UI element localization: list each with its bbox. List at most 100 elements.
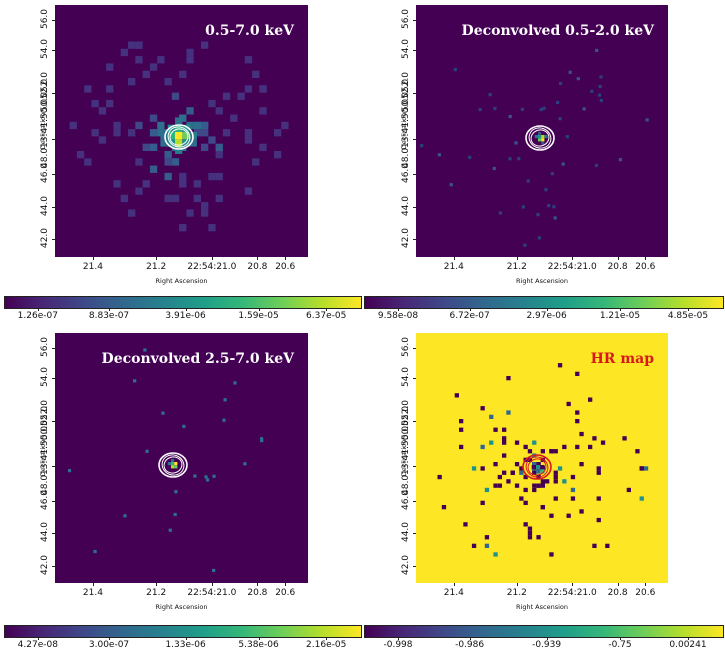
pixel: [493, 552, 498, 557]
y-tick-mark: [52, 420, 55, 422]
pixel-map: [67, 348, 264, 573]
pixel: [575, 419, 580, 424]
pixel: [244, 136, 253, 144]
x-tick-mark: [92, 257, 94, 260]
pixel: [215, 194, 223, 203]
pixel: [550, 172, 555, 176]
x-tick-label: 21.2: [506, 588, 527, 598]
pixel: [536, 462, 541, 467]
pixel: [91, 129, 99, 137]
colorbar-tick-label: 1.59e-05: [238, 311, 279, 321]
pixel: [186, 56, 194, 64]
pixel: [174, 462, 178, 466]
pixel: [520, 107, 525, 111]
pixel: [480, 406, 485, 411]
y-tick-label: 42.0: [40, 554, 50, 575]
x-tick-label: 20.6: [635, 262, 656, 272]
pixel: [575, 410, 580, 415]
pixel: [553, 474, 558, 480]
pixel: [480, 444, 485, 450]
pixel: [167, 462, 171, 466]
pixel: [597, 93, 602, 97]
pixel: [514, 440, 520, 445]
pixel: [576, 77, 580, 81]
y-tick-mark: [413, 420, 416, 422]
y-tick-mark: [52, 173, 55, 175]
pixel: [588, 444, 593, 450]
colorbar-tick-mark: [326, 308, 328, 311]
x-tick-mark: [285, 257, 287, 260]
pixel: [540, 449, 545, 454]
pixel: [553, 496, 558, 501]
colorbar-tick-mark: [326, 637, 328, 640]
pixel: [493, 483, 498, 488]
panel-title: Deconvolved 2.5-7.0 keV: [101, 351, 294, 367]
pixel: [193, 180, 201, 188]
colorbar-tick-label: 1.26e-07: [17, 311, 58, 321]
x-tick-mark: [257, 583, 259, 586]
pixel: [544, 135, 548, 139]
colorbar-tick-label: -0.986: [455, 640, 485, 650]
pixel: [510, 470, 515, 475]
pixel: [164, 151, 172, 159]
pixel: [541, 135, 545, 139]
pixel: [157, 56, 165, 64]
pixel: [618, 158, 622, 162]
pixel: [592, 436, 597, 441]
y-tick-mark: [52, 500, 55, 502]
y-tick-mark: [413, 20, 416, 22]
pixel: [523, 522, 528, 527]
y-tick-mark: [52, 20, 55, 22]
pixel: [212, 568, 216, 573]
y-axis-label: Declination: [39, 112, 47, 150]
x-tick-mark: [156, 257, 158, 260]
pixel: [536, 535, 541, 540]
x-tick-label: 20.8: [247, 262, 268, 272]
pixel: [204, 475, 208, 479]
pixel: [186, 48, 194, 57]
pixel: [171, 194, 180, 203]
pixel: [142, 180, 150, 188]
pixel: [179, 114, 187, 122]
colorbar-tick-label: -0.998: [383, 640, 413, 650]
pixel: [454, 393, 459, 398]
pixel: [538, 131, 542, 135]
y-axis-label: Declination: [39, 439, 47, 477]
pixel: [514, 483, 520, 488]
x-tick-label: 21.4: [82, 588, 103, 598]
x-tick-label: 21.2: [506, 262, 527, 272]
pixel: [175, 139, 183, 147]
panel-title: Deconvolved 0.5-2.0 keV: [461, 23, 654, 39]
x-tick-mark: [211, 257, 213, 260]
pixel: [459, 444, 464, 450]
pixel: [179, 143, 187, 151]
pixel: [171, 462, 175, 466]
contour-line: [522, 454, 552, 480]
pixel: [557, 466, 563, 471]
pixel: [171, 158, 180, 166]
pixel: [536, 465, 541, 470]
pixel: [193, 129, 201, 137]
pixel: [193, 474, 197, 478]
contour-line: [169, 128, 189, 146]
pixel: [527, 530, 533, 536]
y-tick-mark: [52, 206, 55, 208]
x-tick-label: 22:54:21.0: [547, 588, 597, 598]
pixel: [480, 466, 485, 471]
pixel: [233, 381, 237, 385]
pixel: [274, 151, 282, 159]
pixel: [566, 513, 571, 518]
pixel: [598, 84, 602, 89]
colorbar: [4, 296, 362, 309]
pixel: [532, 487, 537, 493]
pixel: [244, 187, 253, 195]
contour-line: [528, 127, 552, 149]
x-tick-label: 21.2: [146, 262, 167, 272]
y-tick-mark: [52, 565, 55, 567]
pixel: [553, 479, 558, 484]
y-tick-mark: [413, 565, 416, 567]
pixel: [626, 487, 631, 493]
pixel: [237, 92, 245, 100]
pixel: [193, 194, 201, 203]
pixel: [523, 500, 528, 505]
